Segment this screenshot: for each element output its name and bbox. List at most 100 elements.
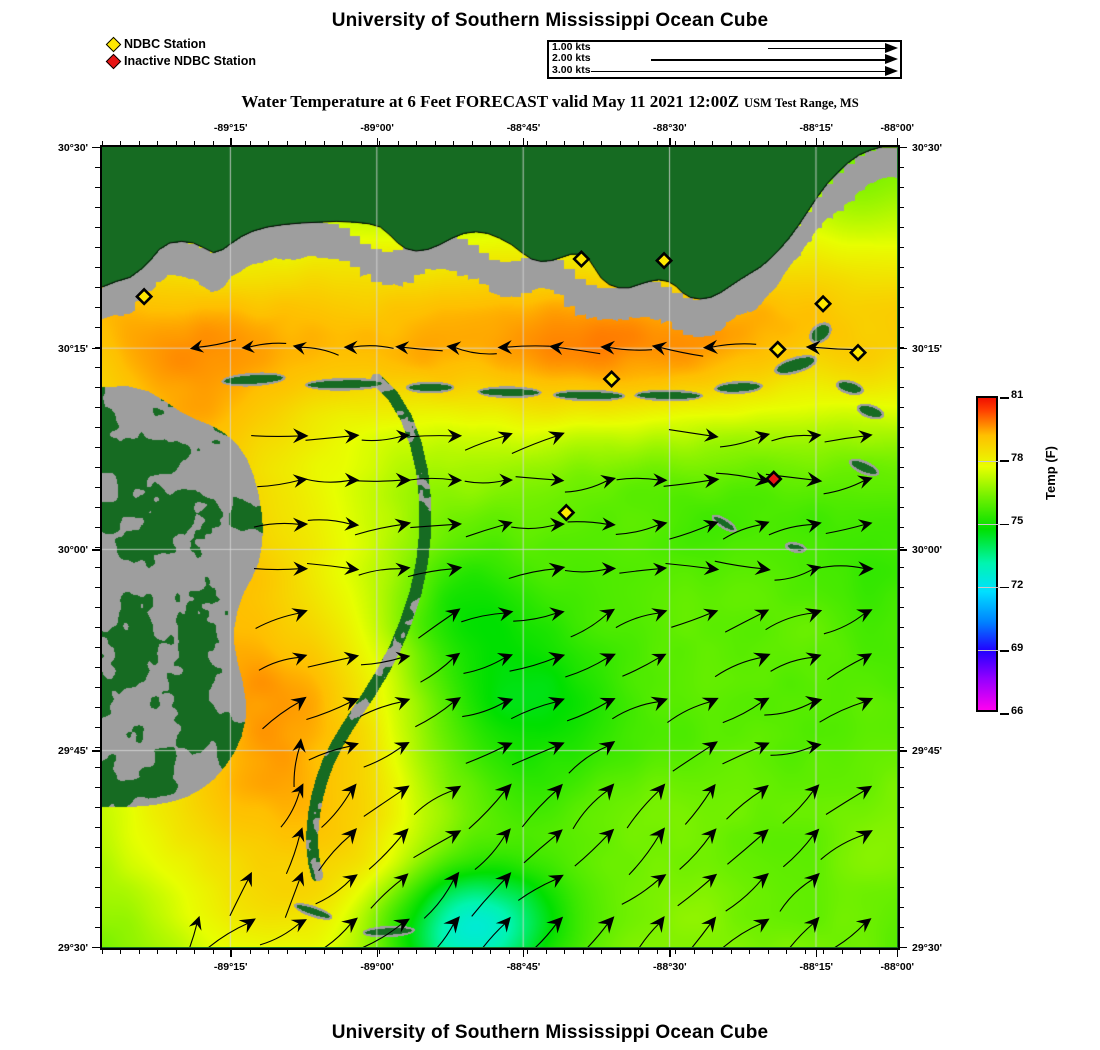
ndbc-station-marker[interactable] (557, 503, 576, 522)
current-vector-arrowhead (753, 742, 770, 755)
y-axis-label: 29°45' (58, 745, 89, 758)
current-vector-arrowhead (805, 340, 821, 355)
current-vector-arrowhead (598, 741, 616, 756)
current-vector-tail (691, 922, 712, 947)
temperature-field-canvas (102, 147, 897, 947)
current-vector-arrowhead (549, 517, 565, 532)
current-vector-arrowhead (804, 784, 820, 800)
current-vector-tail (293, 745, 301, 788)
y-axis-label: 29°45' (912, 745, 943, 758)
current-vector-arrowhead (547, 829, 563, 844)
current-vector-arrowhead (292, 738, 306, 753)
current-vector-arrowhead (599, 653, 616, 667)
current-vector-arrowhead (496, 742, 513, 755)
current-vector-tail (299, 346, 339, 356)
ndbc-station-marker[interactable] (572, 249, 591, 269)
current-vector-arrowhead (546, 783, 563, 801)
x-axis-tick (896, 949, 899, 957)
current-vector-tail (677, 878, 712, 907)
map-plot-area[interactable] (100, 145, 900, 950)
current-vector-arrowhead (394, 697, 411, 711)
ndbc-station-marker[interactable] (768, 340, 787, 359)
ndbc-station-marker[interactable] (814, 294, 833, 313)
colorbar-tick (1000, 523, 1009, 526)
current-vector-arrowhead (753, 697, 770, 711)
velocity-scale-label-1: 1.00 kts (552, 41, 591, 53)
x-axis-label: -88°00' (880, 961, 915, 973)
current-vector-tail (616, 477, 660, 481)
ndbc-station-marker[interactable] (655, 251, 674, 270)
current-vector-tail (461, 612, 506, 623)
arrow-head-icon (885, 43, 898, 53)
current-vector-arrowhead (496, 653, 513, 667)
current-vector-tail (370, 878, 404, 909)
current-vector-arrowhead (291, 783, 304, 799)
current-vector-tail (684, 789, 712, 825)
current-vector-arrowhead (497, 607, 514, 622)
current-vector-arrowhead (343, 651, 360, 666)
y-axis-label: 30°15' (58, 342, 89, 355)
current-vector-arrowhead (855, 918, 872, 933)
current-vector-arrowhead (597, 916, 615, 934)
current-vector-arrowhead (702, 339, 718, 354)
current-vector-tail (318, 833, 352, 872)
current-vector-tail (669, 523, 712, 540)
current-vector-tail (321, 789, 352, 828)
current-vector-arrowhead (188, 915, 202, 931)
legend-label-ndbc: NDBC Station (124, 36, 206, 51)
current-vector-tail (826, 656, 866, 681)
current-vector-tail (307, 519, 352, 525)
current-vector-tail (726, 789, 763, 820)
colorbar-tick-label: 69 (1011, 641, 1024, 654)
diamond-marker-icon (602, 369, 621, 389)
velocity-scale-row: 1.00 kts (549, 41, 900, 54)
current-vector-arrowhead (344, 429, 360, 444)
current-vector-tail (253, 568, 300, 571)
current-vector-tail (402, 346, 443, 352)
current-vector-tail (407, 568, 455, 578)
current-vector-arrowhead (651, 608, 668, 622)
current-vector-tail (324, 922, 352, 947)
inactive-ndbc-station-marker[interactable] (764, 470, 783, 488)
current-vector-arrowhead (239, 871, 252, 888)
current-vector-tail (208, 922, 249, 947)
current-vector-arrowhead (341, 783, 357, 800)
current-vector-tail (672, 745, 712, 772)
ndbc-station-marker[interactable] (135, 287, 154, 306)
current-vector-arrowhead (341, 917, 358, 934)
x-axis-label: -89°15' (213, 122, 248, 134)
current-vector-arrowhead (752, 873, 769, 889)
current-vector-arrowhead (496, 696, 514, 711)
current-vector-tail (782, 789, 815, 824)
current-vector-arrowhead (548, 562, 566, 578)
y-axis-label: 30°00' (912, 543, 943, 556)
legend-label-inactive-ndbc: Inactive NDBC Station (124, 53, 256, 68)
colorbar-tick-label: 66 (1011, 705, 1024, 717)
x-axis-label: -88°00' (880, 122, 915, 134)
current-vector-tail (280, 789, 301, 828)
current-vector-arrowhead (395, 562, 411, 577)
current-vector-tail (511, 523, 558, 530)
current-vector-tail (453, 346, 497, 355)
current-vector-tail (574, 834, 609, 867)
y-axis-label: 30°30' (912, 141, 943, 154)
current-vector-arrowhead (701, 828, 717, 845)
current-vector-arrowhead (754, 471, 771, 487)
current-vector-tail (315, 878, 352, 905)
current-vector-arrowhead (652, 562, 668, 576)
current-vector-arrowhead (806, 471, 823, 487)
ndbc-station-marker[interactable] (602, 369, 621, 389)
current-vector-arrowhead (494, 783, 512, 801)
ndbc-station-marker[interactable] (849, 343, 868, 362)
current-vector-arrowhead (292, 474, 308, 488)
legend-item-inactive-ndbc-station: Inactive NDBC Station (105, 53, 256, 69)
current-vector-tail (517, 878, 558, 901)
current-vector-arrowhead (292, 342, 307, 355)
y-axis-label: 29°30' (912, 941, 943, 954)
colorbar-tick (1000, 397, 1009, 399)
current-vector-arrowhead (703, 428, 719, 442)
x-axis-tick (669, 949, 671, 957)
current-vector-arrowhead (598, 828, 615, 845)
diamond-marker-icon (849, 343, 868, 362)
diamond-marker-icon (814, 294, 833, 313)
